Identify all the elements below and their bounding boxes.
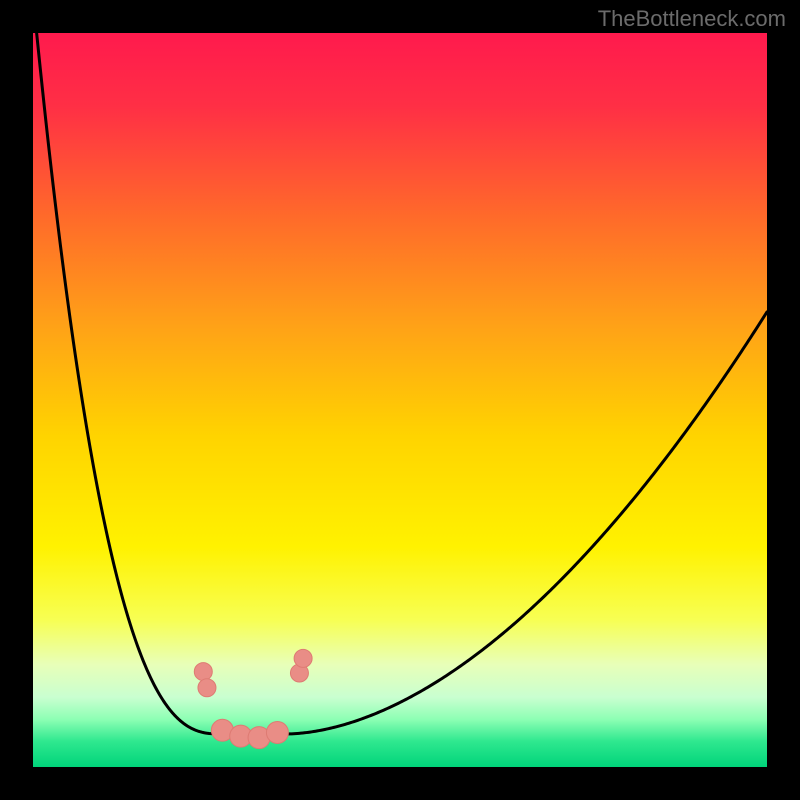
watermark-text: TheBottleneck.com <box>598 6 786 32</box>
plot-frame <box>33 33 767 767</box>
